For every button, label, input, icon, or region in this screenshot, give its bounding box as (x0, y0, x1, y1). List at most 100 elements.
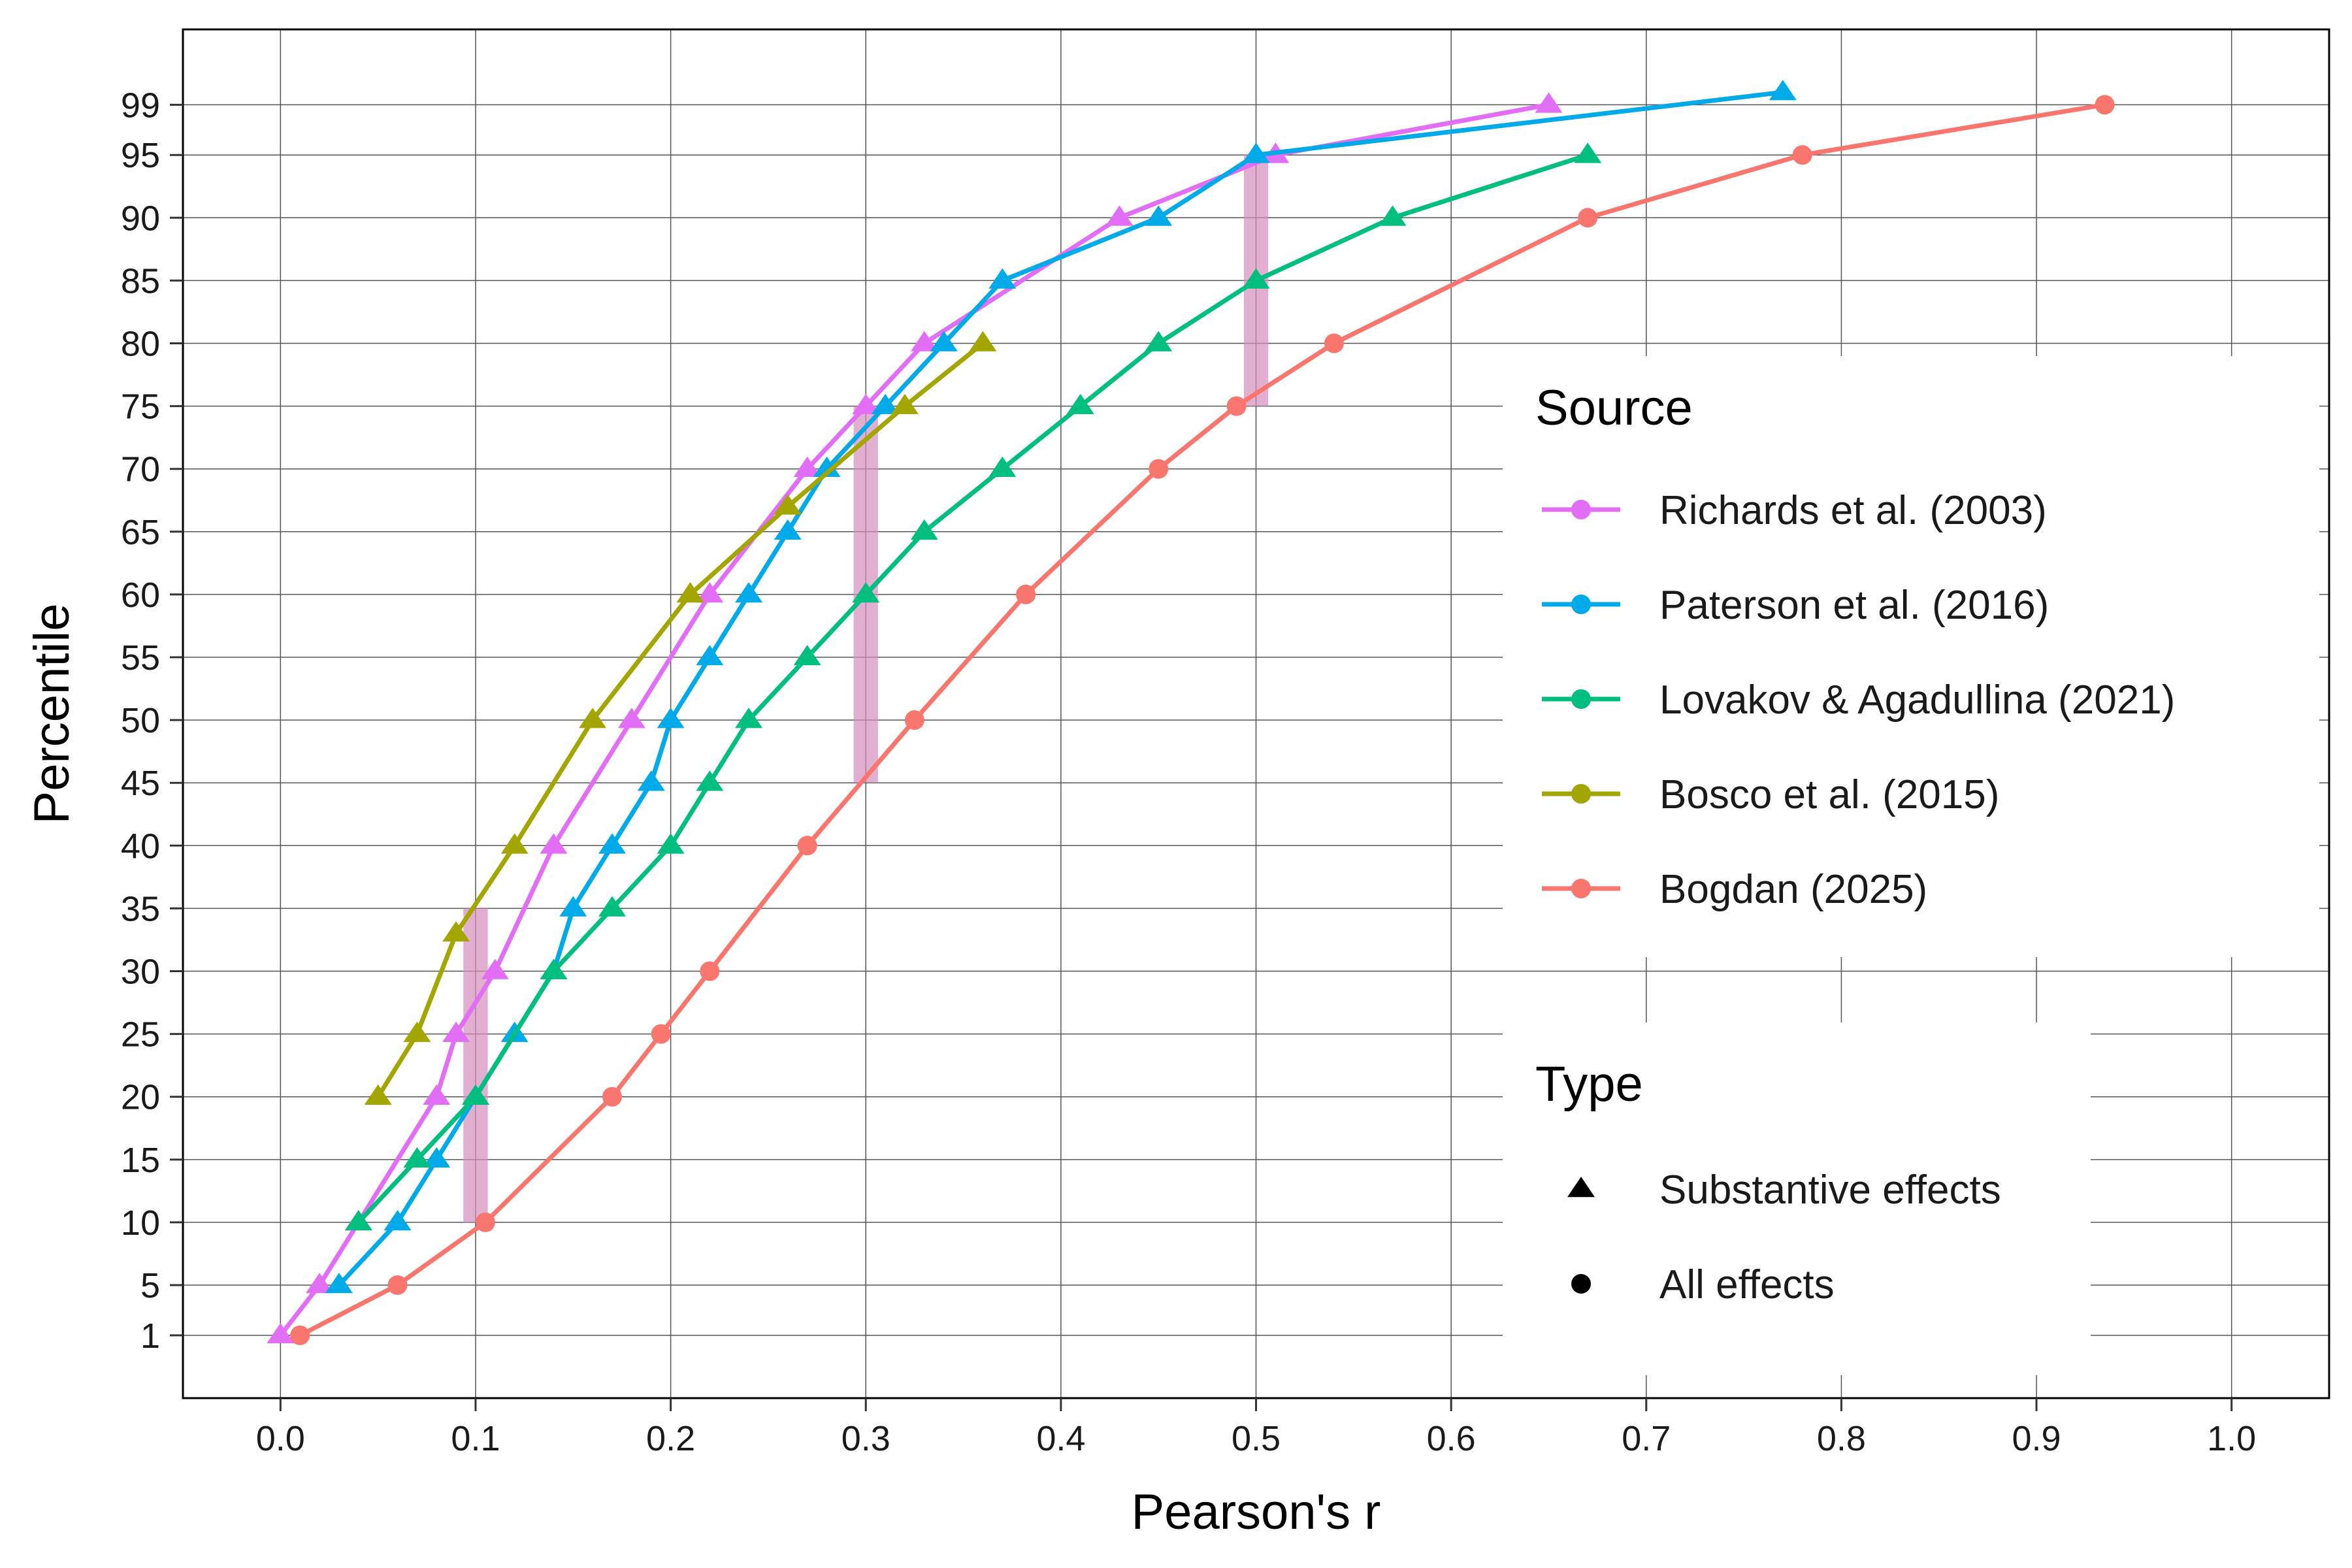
data-point-triangle (852, 393, 880, 414)
legend-source-label: Richards et al. (2003) (1659, 488, 2047, 533)
data-point-triangle (1535, 92, 1563, 113)
data-point-triangle (910, 331, 938, 351)
data-point-triangle (696, 770, 724, 791)
data-point-triangle (735, 582, 763, 603)
legend-source-title: Source (1535, 380, 1693, 436)
data-point-circle (1149, 459, 1169, 479)
legend-source-label: Bosco et al. (2015) (1659, 772, 1999, 817)
data-point-triangle (344, 1210, 372, 1231)
x-axis-title: Pearson's r (1131, 1484, 1380, 1540)
data-point-triangle (1242, 268, 1270, 289)
legend-source-bg (1503, 356, 2319, 957)
data-point-triangle (384, 1210, 412, 1231)
legend: Source Richards et al. (2003) Paterson et … (1503, 356, 2319, 1375)
data-point-triangle (696, 582, 724, 603)
data-point-triangle (306, 1273, 334, 1294)
data-point-triangle (579, 708, 607, 728)
y-tick-label: 1 (140, 1316, 160, 1356)
x-tick-label: 0.0 (256, 1419, 305, 1458)
data-point-triangle (774, 519, 802, 540)
data-point-triangle (598, 896, 626, 917)
data-point-triangle (1105, 205, 1134, 226)
data-point-triangle (1066, 393, 1094, 414)
data-point-triangle (890, 393, 919, 414)
y-tick-label: 65 (121, 513, 160, 552)
x-tick-label: 0.8 (1817, 1419, 1866, 1458)
data-point-triangle (403, 1021, 431, 1042)
data-point-triangle (657, 833, 685, 854)
data-point-triangle (793, 456, 821, 477)
legend-type-label: Substantive effects (1659, 1168, 2001, 1213)
data-point-triangle (930, 331, 958, 351)
data-point-triangle (852, 582, 880, 603)
data-point-triangle (617, 708, 645, 728)
data-point-triangle (598, 833, 626, 854)
series-group (344, 142, 1602, 1231)
legend-type-bg (1503, 1022, 2091, 1375)
y-tick-label: 20 (121, 1078, 160, 1117)
data-point-triangle (1769, 80, 1797, 101)
data-point-circle (1324, 333, 1344, 353)
data-point-triangle (325, 1273, 353, 1294)
data-point-triangle (696, 645, 724, 666)
data-point-circle (602, 1086, 622, 1107)
y-tick-label: 70 (121, 450, 160, 489)
data-point-circle (387, 1275, 408, 1296)
y-tick-label: 40 (121, 826, 160, 866)
data-point-circle (2095, 95, 2115, 115)
data-point-triangle (403, 1147, 431, 1168)
data-point-circle (1578, 208, 1598, 228)
y-tick-label: 95 (121, 136, 160, 175)
y-axis-title: Percentile (24, 604, 80, 825)
y-tick-label: 75 (121, 387, 160, 427)
data-point-triangle (1574, 142, 1602, 163)
y-tick-label: 25 (121, 1015, 160, 1054)
x-tick-label: 0.9 (2012, 1419, 2061, 1458)
legend-source-key-marker (1571, 500, 1591, 519)
y-tick-label: 5 (140, 1266, 160, 1305)
data-point-triangle (1242, 142, 1270, 163)
legend-type-title: Type (1535, 1056, 1643, 1112)
y-tick-label: 80 (121, 325, 160, 364)
data-point-triangle (423, 1147, 451, 1168)
data-point-triangle (364, 1084, 392, 1105)
data-point-triangle (540, 833, 568, 854)
y-tick-label: 60 (121, 576, 160, 615)
data-point-triangle (1145, 331, 1173, 351)
data-point-triangle (1379, 205, 1407, 226)
data-point-triangle (735, 708, 763, 728)
data-point-triangle (1145, 205, 1173, 226)
x-tick-label: 1.0 (2207, 1419, 2256, 1458)
legend-source-label: Lovakov & Agadullina (2021) (1659, 678, 2175, 723)
data-point-triangle (676, 582, 704, 603)
data-point-triangle (969, 331, 997, 351)
y-tick-label: 50 (121, 701, 160, 740)
y-tick-label: 30 (121, 953, 160, 992)
legend-source-label: Paterson et al. (2016) (1659, 583, 2049, 628)
legend-source-key-marker (1571, 879, 1591, 898)
x-tick-label: 0.6 (1427, 1419, 1476, 1458)
x-tick-label: 0.3 (841, 1419, 890, 1458)
data-point-triangle (481, 958, 509, 979)
legend-type-key-circle (1571, 1274, 1591, 1294)
x-tick-label: 0.2 (646, 1419, 695, 1458)
legend-source-key-marker (1571, 595, 1591, 614)
data-point-circle (1792, 145, 1812, 165)
data-point-circle (1226, 396, 1247, 416)
y-tick-label: 35 (121, 889, 160, 928)
data-point-triangle (442, 1021, 470, 1042)
data-point-triangle (813, 456, 841, 477)
data-point-circle (290, 1325, 310, 1345)
data-point-triangle (872, 393, 900, 414)
x-tick-label: 0.5 (1232, 1419, 1281, 1458)
legend-source-key-marker (1571, 784, 1591, 804)
y-tick-label: 55 (121, 638, 160, 678)
x-tick-label: 0.1 (451, 1419, 500, 1458)
series (267, 80, 2115, 1345)
data-point-circle (700, 961, 720, 981)
data-point-triangle (540, 958, 568, 979)
y-tick-label: 85 (121, 261, 160, 301)
data-point-triangle (637, 770, 665, 791)
